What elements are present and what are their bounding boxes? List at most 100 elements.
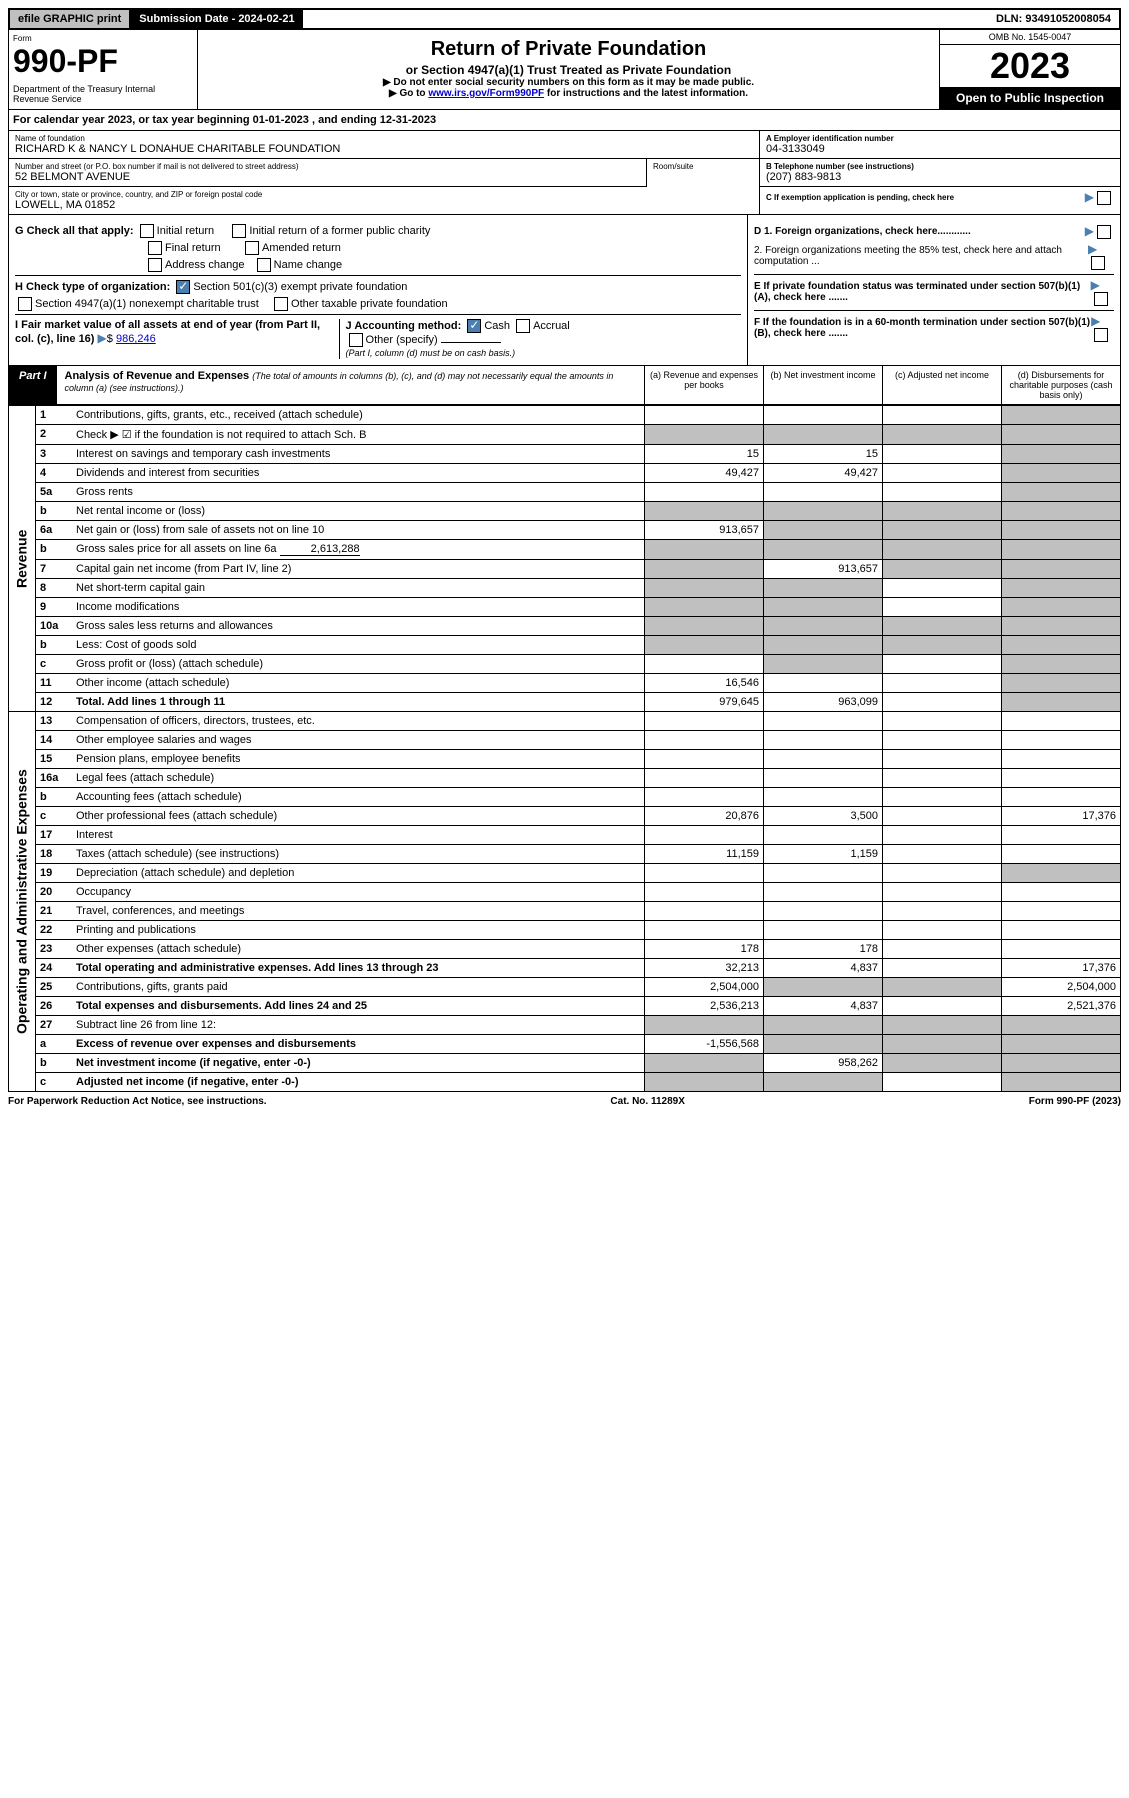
amount-cell-d: 17,376 bbox=[1002, 959, 1121, 978]
amount-cell-d: 2,521,376 bbox=[1002, 997, 1121, 1016]
other-method-checkbox[interactable] bbox=[349, 333, 363, 347]
table-row: 11Other income (attach schedule)16,546 bbox=[9, 674, 1121, 693]
initial-former-checkbox[interactable] bbox=[232, 224, 246, 238]
table-row: 18Taxes (attach schedule) (see instructi… bbox=[9, 845, 1121, 864]
amount-cell-b bbox=[764, 579, 883, 598]
amount-cell-c bbox=[883, 750, 1002, 769]
table-row: 12Total. Add lines 1 through 11979,64596… bbox=[9, 693, 1121, 712]
instruction-1: ▶ Do not enter social security numbers o… bbox=[204, 77, 933, 88]
amount-cell-c bbox=[883, 1016, 1002, 1035]
amount-cell-c bbox=[883, 502, 1002, 521]
amount-cell-b bbox=[764, 788, 883, 807]
amount-cell-c bbox=[883, 1035, 1002, 1054]
line-number: 17 bbox=[36, 826, 73, 845]
address-change-checkbox[interactable] bbox=[148, 258, 162, 272]
amount-cell-d: 2,504,000 bbox=[1002, 978, 1121, 997]
d2-checkbox[interactable] bbox=[1091, 256, 1105, 270]
table-row: cGross profit or (loss) (attach schedule… bbox=[9, 655, 1121, 674]
table-row: 7Capital gain net income (from Part IV, … bbox=[9, 560, 1121, 579]
table-row: 20Occupancy bbox=[9, 883, 1121, 902]
j-other: Other (specify) bbox=[366, 334, 438, 346]
g-name: Name change bbox=[274, 259, 343, 271]
amount-cell-a bbox=[645, 1016, 764, 1035]
initial-return-checkbox[interactable] bbox=[140, 224, 154, 238]
cash-checkbox[interactable] bbox=[467, 319, 481, 333]
amount-cell-b: 1,159 bbox=[764, 845, 883, 864]
final-return-checkbox[interactable] bbox=[148, 241, 162, 255]
footer-right: Form 990-PF (2023) bbox=[1029, 1096, 1121, 1107]
amount-cell-b bbox=[764, 406, 883, 425]
accrual-checkbox[interactable] bbox=[516, 319, 530, 333]
line-number: c bbox=[36, 655, 73, 674]
line-description: Net gain or (loss) from sale of assets n… bbox=[72, 521, 645, 540]
amount-cell-b bbox=[764, 883, 883, 902]
top-bar: efile GRAPHIC print Submission Date - 20… bbox=[8, 8, 1121, 30]
amount-cell-b bbox=[764, 521, 883, 540]
amount-cell-d: 17,376 bbox=[1002, 807, 1121, 826]
amount-cell-d bbox=[1002, 674, 1121, 693]
line-description: Contributions, gifts, grants, etc., rece… bbox=[72, 406, 645, 425]
name-change-checkbox[interactable] bbox=[257, 258, 271, 272]
table-row: 25Contributions, gifts, grants paid2,504… bbox=[9, 978, 1121, 997]
line-description: Pension plans, employee benefits bbox=[72, 750, 645, 769]
c-checkbox[interactable] bbox=[1097, 191, 1111, 205]
amount-cell-d bbox=[1002, 540, 1121, 560]
table-row: 6aNet gain or (loss) from sale of assets… bbox=[9, 521, 1121, 540]
line-number: 4 bbox=[36, 464, 73, 483]
amount-cell-a bbox=[645, 769, 764, 788]
amount-cell-b bbox=[764, 1035, 883, 1054]
part1-title: Analysis of Revenue and Expenses bbox=[65, 370, 250, 382]
irs-link[interactable]: www.irs.gov/Form990PF bbox=[428, 88, 544, 99]
amount-cell-d bbox=[1002, 655, 1121, 674]
amended-checkbox[interactable] bbox=[245, 241, 259, 255]
c-label: C If exemption application is pending, c… bbox=[766, 193, 954, 202]
501c3-checkbox[interactable] bbox=[176, 280, 190, 294]
line-number: 21 bbox=[36, 902, 73, 921]
amount-cell-d bbox=[1002, 502, 1121, 521]
amount-cell-a bbox=[645, 826, 764, 845]
d1-checkbox[interactable] bbox=[1097, 225, 1111, 239]
amount-cell-d bbox=[1002, 712, 1121, 731]
table-row: Operating and Administrative Expenses13C… bbox=[9, 712, 1121, 731]
amount-cell-b bbox=[764, 674, 883, 693]
amount-cell-c bbox=[883, 693, 1002, 712]
amount-cell-a: 11,159 bbox=[645, 845, 764, 864]
line-number: c bbox=[36, 807, 73, 826]
instruction-2-pre: ▶ Go to bbox=[389, 88, 428, 99]
amount-cell-b bbox=[764, 502, 883, 521]
j-label: J Accounting method: bbox=[346, 320, 462, 332]
table-row: cOther professional fees (attach schedul… bbox=[9, 807, 1121, 826]
amount-cell-d bbox=[1002, 902, 1121, 921]
h-label: H Check type of organization: bbox=[15, 281, 170, 293]
col-c-header: (c) Adjusted net income bbox=[882, 366, 1001, 404]
table-row: bNet rental income or (loss) bbox=[9, 502, 1121, 521]
g-address: Address change bbox=[165, 259, 245, 271]
amount-cell-d bbox=[1002, 864, 1121, 883]
line-number: b bbox=[36, 540, 73, 560]
amount-cell-c bbox=[883, 406, 1002, 425]
table-row: bAccounting fees (attach schedule) bbox=[9, 788, 1121, 807]
amount-cell-d bbox=[1002, 1035, 1121, 1054]
amount-cell-c bbox=[883, 674, 1002, 693]
form-header: Form 990-PF Department of the Treasury I… bbox=[8, 30, 1121, 110]
amount-cell-d bbox=[1002, 1054, 1121, 1073]
amount-cell-d bbox=[1002, 1073, 1121, 1092]
line-number: 20 bbox=[36, 883, 73, 902]
e-checkbox[interactable] bbox=[1094, 292, 1108, 306]
line-description: Dividends and interest from securities bbox=[72, 464, 645, 483]
amount-cell-b bbox=[764, 902, 883, 921]
g-label: G Check all that apply: bbox=[15, 225, 134, 237]
efile-print-button[interactable]: efile GRAPHIC print bbox=[10, 10, 131, 28]
amount-cell-a bbox=[645, 483, 764, 502]
g-amended: Amended return bbox=[262, 242, 341, 254]
4947-checkbox[interactable] bbox=[18, 297, 32, 311]
table-row: 3Interest on savings and temporary cash … bbox=[9, 445, 1121, 464]
amount-cell-b bbox=[764, 731, 883, 750]
f-checkbox[interactable] bbox=[1094, 328, 1108, 342]
line-number: b bbox=[36, 1054, 73, 1073]
other-taxable-checkbox[interactable] bbox=[274, 297, 288, 311]
line-number: 6a bbox=[36, 521, 73, 540]
amount-cell-a bbox=[645, 1073, 764, 1092]
table-row: 17Interest bbox=[9, 826, 1121, 845]
i-value[interactable]: 986,246 bbox=[116, 333, 156, 345]
